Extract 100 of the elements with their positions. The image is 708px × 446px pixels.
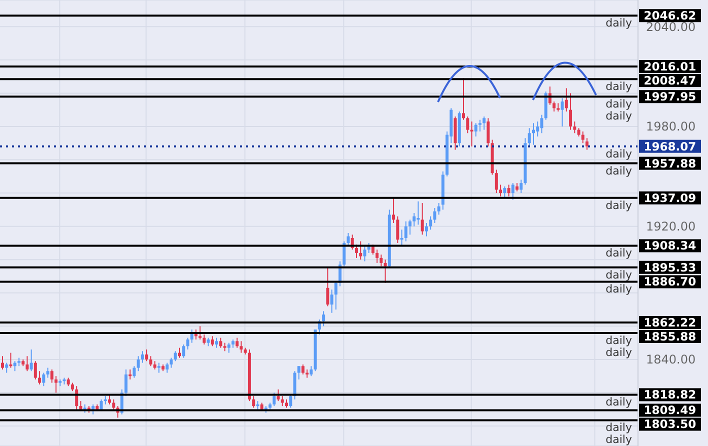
candlestick bbox=[573, 120, 576, 134]
candlestick bbox=[564, 88, 568, 112]
ref-line-label: 1855.88 bbox=[644, 329, 696, 344]
candlestick bbox=[581, 130, 584, 144]
candlestick bbox=[569, 92, 572, 130]
candlestick bbox=[178, 347, 181, 358]
annotation: daily bbox=[606, 98, 632, 111]
annotation: daily bbox=[606, 334, 632, 348]
candlestick bbox=[272, 392, 276, 407]
ref-line-label: 1862.22 bbox=[644, 315, 696, 330]
ref-line-label: 1908.34 bbox=[644, 238, 696, 253]
candlestick bbox=[494, 169, 498, 194]
ref-line-label: 1968.07 bbox=[644, 139, 696, 154]
candlestick bbox=[478, 119, 482, 132]
candlestick bbox=[149, 356, 152, 367]
candlestick bbox=[404, 220, 408, 242]
candlestick bbox=[34, 360, 37, 380]
candlestick bbox=[276, 388, 280, 402]
candlestick bbox=[108, 394, 112, 405]
candlestick bbox=[520, 179, 523, 194]
candlestick bbox=[511, 182, 514, 200]
y-tick-label: 1980.00 bbox=[646, 120, 696, 134]
annotation: daily bbox=[606, 110, 632, 123]
candlestick bbox=[536, 120, 540, 137]
candlestick bbox=[157, 362, 160, 374]
candlestick bbox=[289, 394, 292, 408]
annotation: daily bbox=[606, 396, 632, 409]
candlestick bbox=[136, 356, 140, 372]
candlestick bbox=[310, 366, 313, 377]
candlestick bbox=[363, 246, 366, 262]
candlestick bbox=[210, 336, 214, 347]
candlestick bbox=[236, 337, 239, 348]
candlestick bbox=[482, 116, 486, 130]
ref-line-label: 1809.49 bbox=[644, 403, 696, 418]
candlestick bbox=[145, 348, 148, 362]
ref-line-label: 2016.01 bbox=[644, 60, 696, 74]
candlestick bbox=[186, 337, 190, 350]
candlestick bbox=[301, 364, 304, 375]
candlestick bbox=[424, 222, 428, 237]
candlestick bbox=[507, 184, 510, 197]
candlestick bbox=[380, 254, 383, 267]
candlestick bbox=[330, 289, 334, 314]
candlestick bbox=[412, 212, 416, 227]
candlestick bbox=[400, 229, 404, 247]
candlestick bbox=[384, 259, 387, 284]
candlestick bbox=[552, 101, 556, 112]
annotation: daily bbox=[606, 433, 632, 446]
candlestick bbox=[293, 370, 296, 400]
annotation: daily bbox=[606, 346, 632, 360]
candlestick bbox=[112, 398, 116, 410]
candlestick bbox=[392, 198, 396, 224]
candlestick bbox=[376, 249, 379, 264]
candlestick bbox=[437, 202, 440, 216]
candlestick bbox=[326, 267, 330, 307]
candlestick bbox=[532, 122, 535, 146]
candlestick bbox=[354, 244, 358, 258]
candlestick bbox=[367, 242, 370, 254]
candlestick bbox=[297, 366, 300, 380]
ref-line-label: 1886.70 bbox=[644, 274, 696, 289]
candlestick bbox=[215, 337, 218, 348]
candlestick bbox=[50, 368, 54, 384]
annotation: daily bbox=[606, 164, 632, 178]
y-tick-label: 1840.00 bbox=[646, 352, 696, 367]
candlestick bbox=[1, 356, 4, 370]
candlestick bbox=[166, 362, 169, 374]
candlestick bbox=[416, 200, 420, 226]
candlestick bbox=[9, 352, 12, 368]
candlestick bbox=[408, 219, 412, 236]
candlestick bbox=[346, 232, 350, 247]
candlestick bbox=[342, 240, 346, 267]
annotation: daily bbox=[606, 246, 632, 260]
ref-line-label: 1803.50 bbox=[644, 417, 696, 432]
ref-line-label: 2008.47 bbox=[644, 74, 696, 88]
candlestick bbox=[474, 122, 478, 137]
annotation: daily bbox=[606, 147, 632, 160]
candlestick bbox=[528, 128, 531, 147]
candlestick bbox=[38, 370, 42, 385]
ref-line-label: 1937.09 bbox=[644, 190, 696, 205]
candlestick bbox=[219, 337, 222, 348]
candlestick bbox=[46, 367, 50, 378]
candlestick bbox=[560, 98, 564, 127]
candlestick bbox=[585, 138, 588, 150]
candlestick bbox=[124, 368, 128, 397]
candlestick bbox=[540, 114, 544, 134]
candlestick bbox=[396, 216, 400, 244]
candlestick bbox=[182, 344, 186, 358]
candlestick bbox=[429, 216, 432, 230]
candlestick bbox=[128, 368, 132, 380]
candlestick bbox=[470, 120, 474, 147]
annotation: daily bbox=[606, 282, 632, 296]
candlestick bbox=[466, 116, 470, 134]
candlestick bbox=[280, 396, 284, 407]
candlestick bbox=[174, 350, 177, 362]
annotation: daily bbox=[606, 198, 632, 212]
annotation: daily bbox=[606, 16, 632, 30]
candlestick bbox=[170, 357, 173, 368]
candlestick bbox=[433, 208, 436, 224]
candlestick bbox=[486, 118, 490, 147]
candlestick bbox=[42, 372, 46, 387]
candlestick bbox=[334, 280, 338, 310]
